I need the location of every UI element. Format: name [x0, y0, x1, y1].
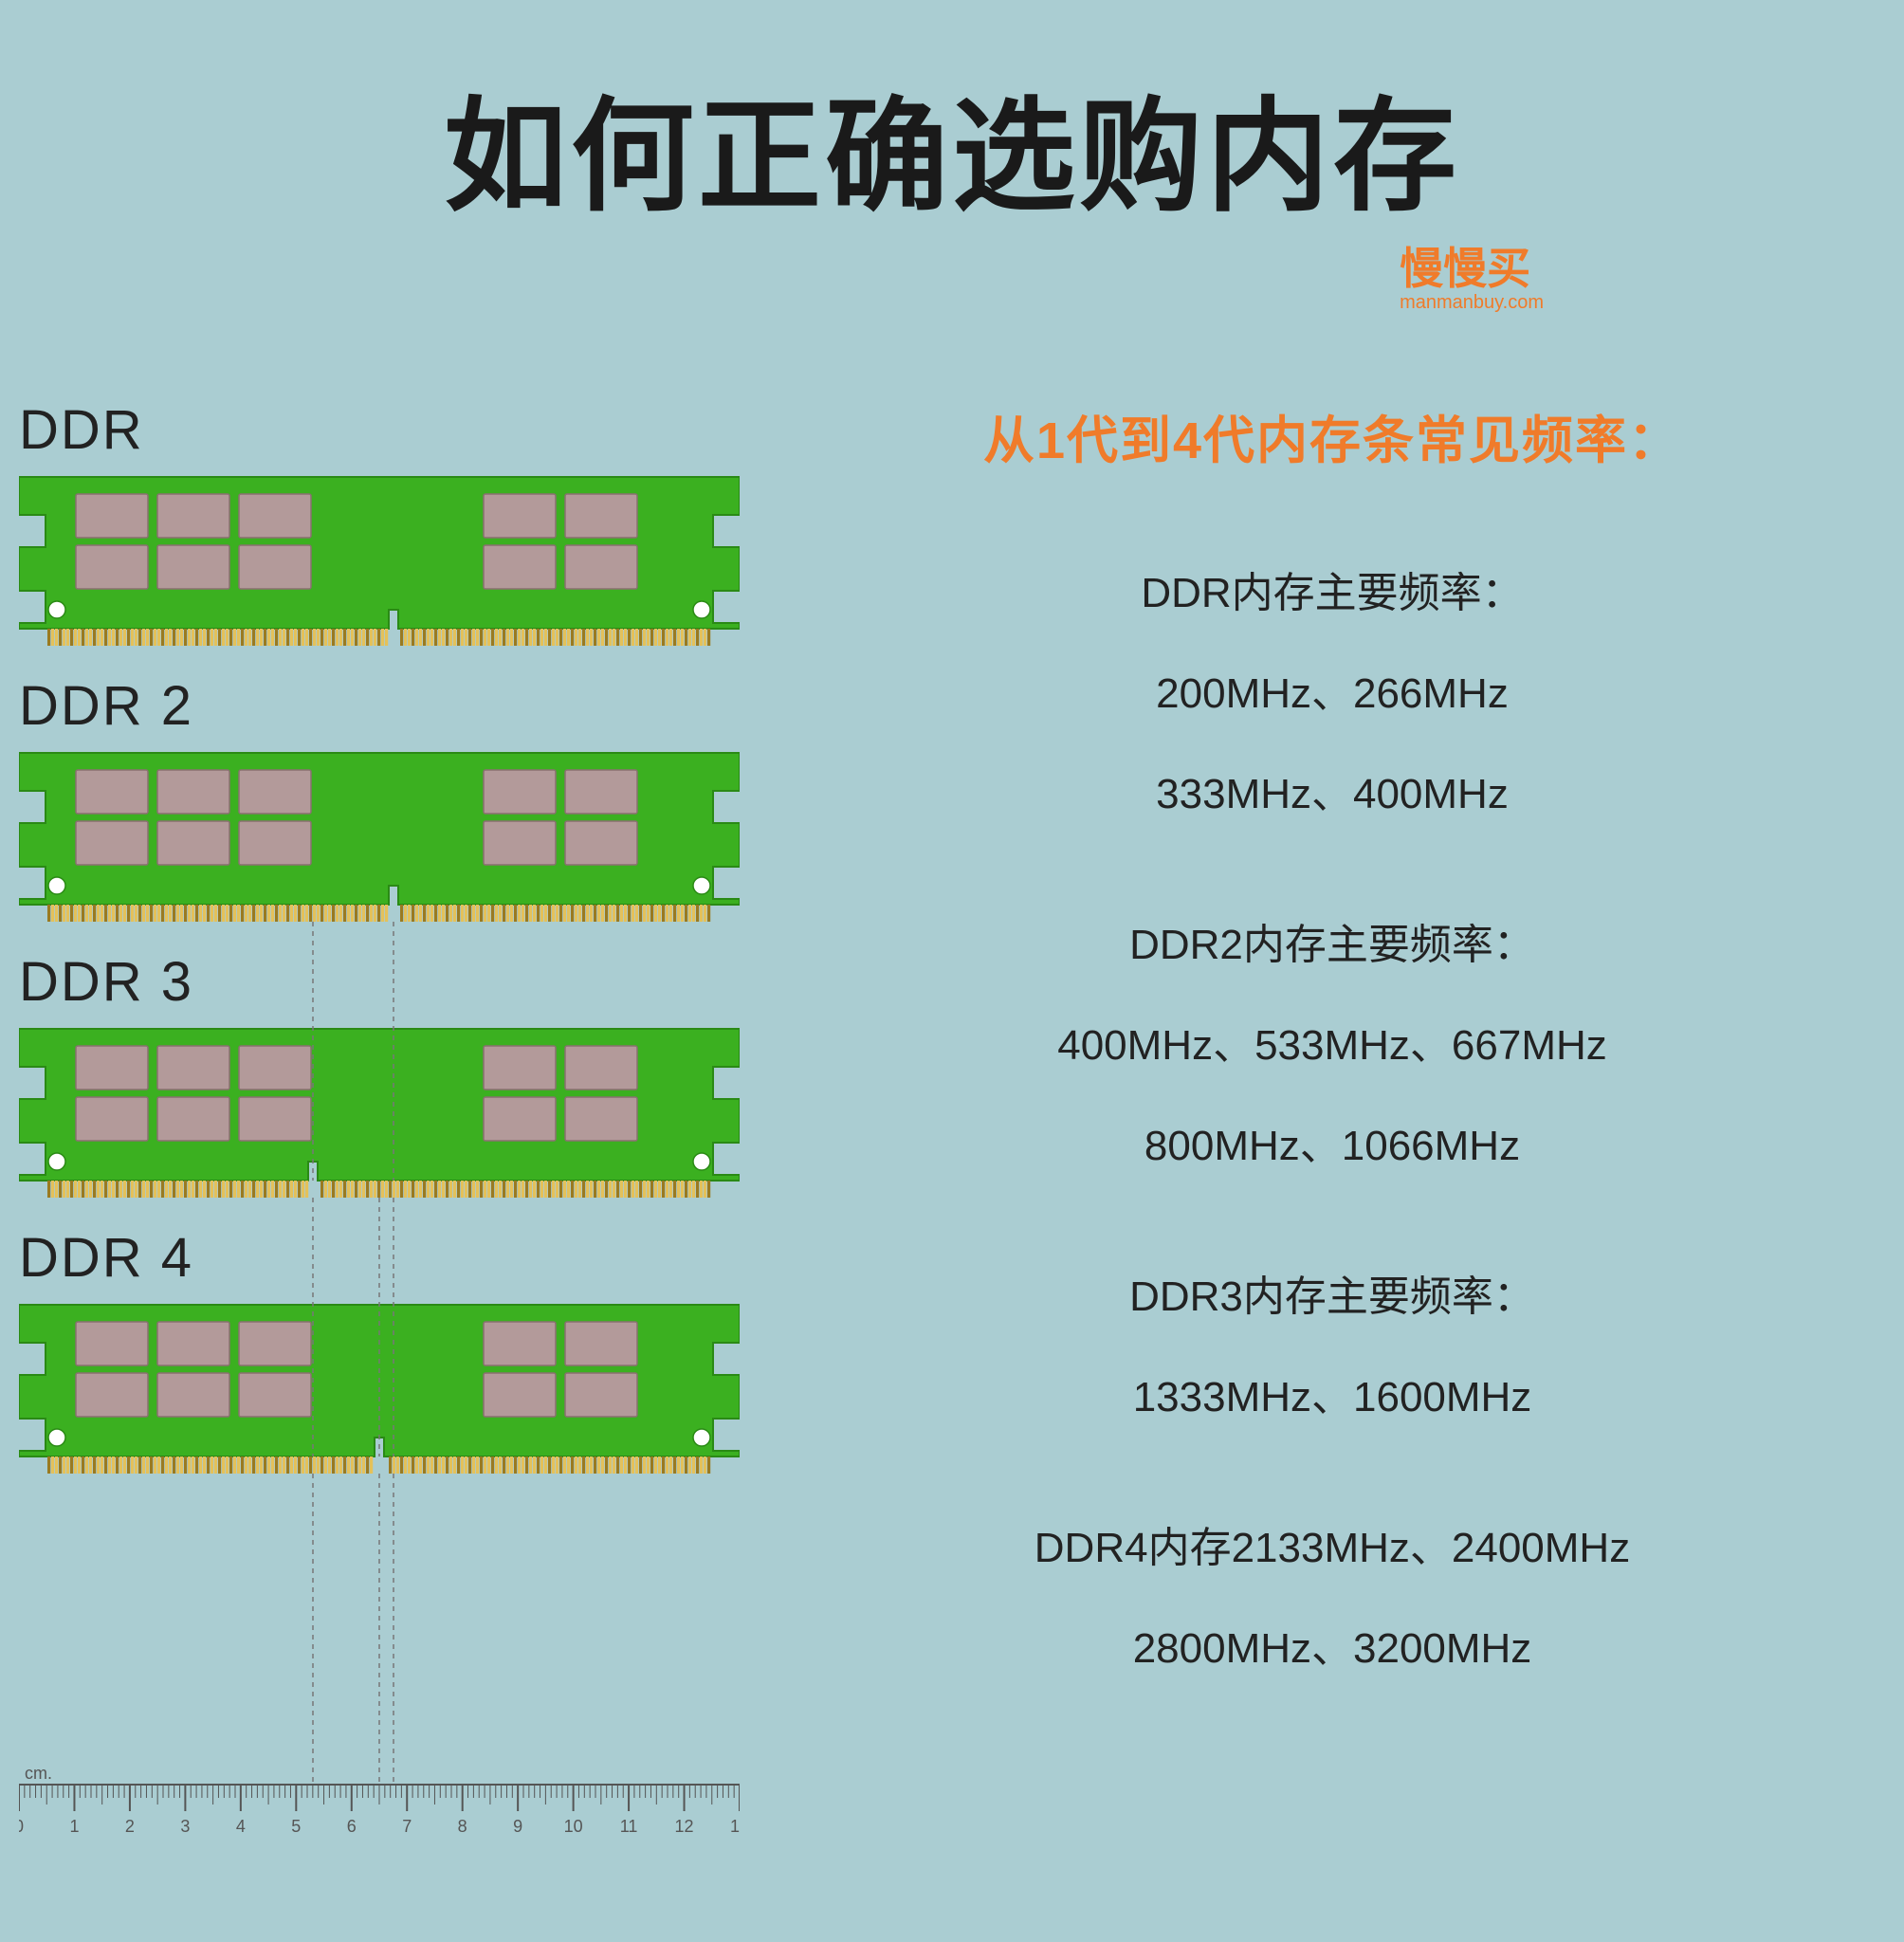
- frequency-line: 400MHz、533MHz、667MHz: [787, 1011, 1877, 1072]
- frequency-line: 333MHz、400MHz: [787, 760, 1877, 820]
- svg-text:9: 9: [513, 1817, 522, 1836]
- brand-url: manmanbuy.com: [1400, 292, 1544, 314]
- frequency-group: DDR内存主要频率： 200MHz、266MHz 333MHz、400MHz: [787, 559, 1877, 820]
- frequency-list: DDR内存主要频率： 200MHz、266MHz 333MHz、400MHz DDR2…: [787, 559, 1877, 1675]
- ram-module-icon: [19, 1019, 740, 1200]
- svg-text:8: 8: [458, 1817, 467, 1836]
- main-title: 如何正确选购内存: [0, 57, 1904, 235]
- svg-text:10: 10: [564, 1817, 583, 1836]
- ram-label: DDR 2: [19, 674, 740, 738]
- svg-text:0: 0: [19, 1817, 24, 1836]
- title-area: 如何正确选购内存 慢慢买 manmanbuy.com: [0, 57, 1904, 235]
- ram-diagram-column: DDR DDR 2 DDR 3 DDR 4: [19, 398, 740, 1502]
- frequency-heading: DDR3内存主要频率：: [787, 1262, 1877, 1323]
- svg-text:6: 6: [347, 1817, 357, 1836]
- ram-label: DDR: [19, 398, 740, 462]
- ram-block: DDR 3: [19, 950, 740, 1200]
- frequency-line: 800MHz、1066MHz: [787, 1111, 1877, 1172]
- svg-text:7: 7: [402, 1817, 412, 1836]
- frequency-line: 2800MHz、3200MHz: [787, 1614, 1877, 1675]
- ram-module-icon: [19, 467, 740, 648]
- svg-text:3: 3: [180, 1817, 190, 1836]
- svg-text:cm.: cm.: [25, 1766, 52, 1783]
- brand-name: 慢慢买: [1400, 247, 1544, 290]
- ruler-area: cm.012345678910111213: [19, 1766, 740, 1856]
- ram-block: DDR 4: [19, 1226, 740, 1475]
- ruler-icon: cm.012345678910111213: [19, 1766, 740, 1851]
- frequency-line: 200MHz、266MHz: [787, 659, 1877, 720]
- ram-label: DDR 3: [19, 950, 740, 1014]
- svg-text:4: 4: [236, 1817, 246, 1836]
- ram-label: DDR 4: [19, 1226, 740, 1290]
- frequency-heading: DDR内存主要频率：: [787, 559, 1877, 619]
- frequency-heading: DDR2内存主要频率：: [787, 910, 1877, 971]
- brand-area: 慢慢买 manmanbuy.com: [1400, 247, 1544, 314]
- frequency-subtitle: 从1代到4代内存条常见频率：: [787, 398, 1877, 473]
- svg-text:2: 2: [125, 1817, 135, 1836]
- frequency-column: 从1代到4代内存条常见频率： DDR内存主要频率： 200MHz、266MHz 33…: [787, 398, 1877, 1765]
- frequency-line: 1333MHz、1600MHz: [787, 1363, 1877, 1423]
- svg-text:11: 11: [620, 1817, 638, 1836]
- ram-block: DDR 2: [19, 674, 740, 924]
- frequency-group: DDR4内存2133MHz、2400MHz 2800MHz、3200MHz: [787, 1513, 1877, 1675]
- frequency-group: DDR3内存主要频率： 1333MHz、1600MHz: [787, 1262, 1877, 1423]
- svg-text:13: 13: [730, 1817, 740, 1836]
- frequency-heading: DDR4内存2133MHz、2400MHz: [787, 1513, 1877, 1574]
- ram-module-icon: [19, 1295, 740, 1475]
- ram-module-icon: [19, 743, 740, 924]
- frequency-group: DDR2内存主要频率： 400MHz、533MHz、667MHz 800MHz、10…: [787, 910, 1877, 1172]
- svg-text:12: 12: [675, 1817, 694, 1836]
- svg-text:1: 1: [69, 1817, 79, 1836]
- svg-text:5: 5: [291, 1817, 301, 1836]
- ram-block: DDR: [19, 398, 740, 648]
